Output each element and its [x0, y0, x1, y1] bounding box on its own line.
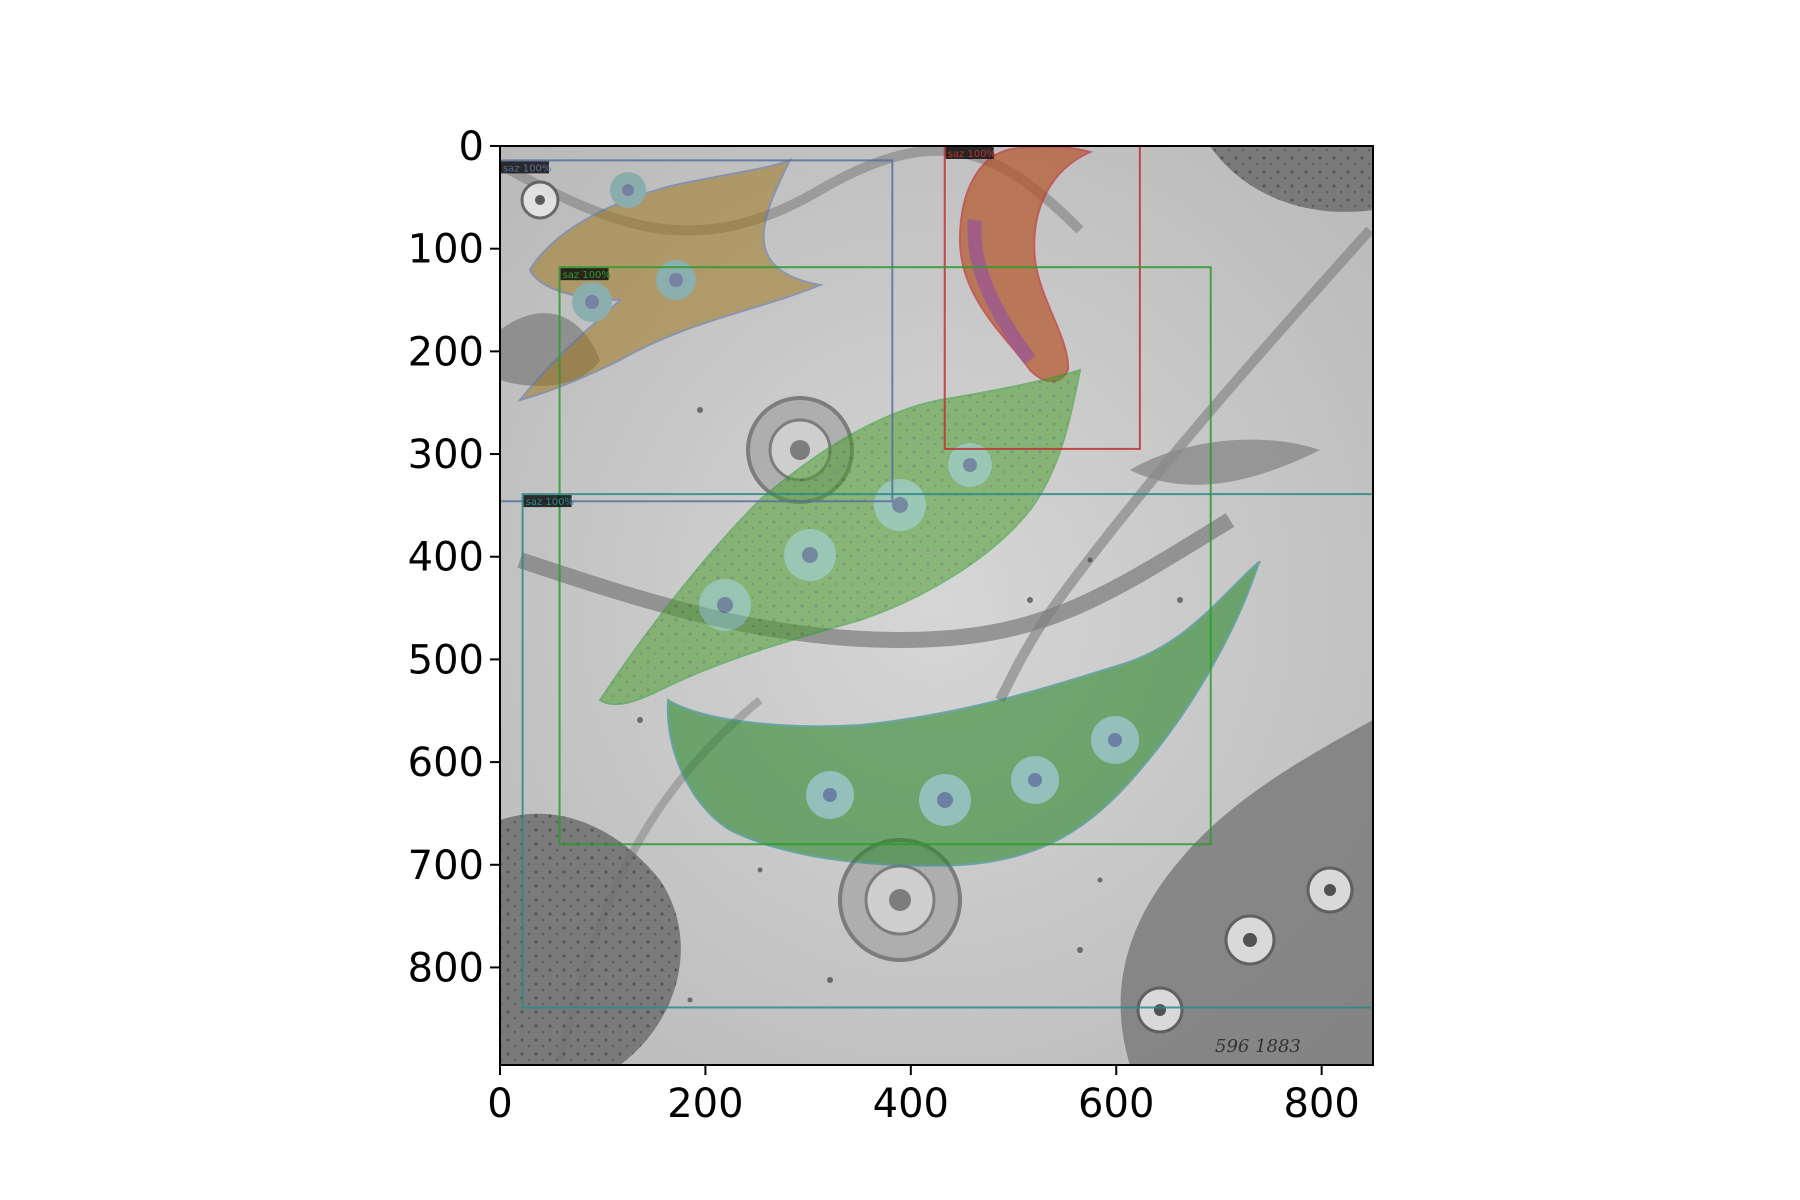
y-tick-label: 500 — [408, 637, 484, 683]
rosette-motif — [838, 838, 962, 962]
x-tick-label: 800 — [1283, 1081, 1359, 1127]
y-tick-label: 200 — [408, 329, 484, 375]
detection-label: saz 100% — [563, 270, 611, 281]
x-tick-label: 200 — [667, 1081, 743, 1127]
y-tick-label: 600 — [408, 740, 484, 786]
mask-crescent — [958, 146, 1093, 383]
mask-leaf-1 — [517, 158, 824, 402]
x-tick-label: 400 — [873, 1081, 949, 1127]
y-axis: 0 100 200 300 400 500 600 700 800 — [408, 124, 500, 991]
stem-motif — [517, 513, 1235, 649]
detections-layer: saz 100% saz 100% saz 100% saz 100% — [500, 146, 1373, 1009]
plot-frame — [499, 145, 1374, 1066]
leaf-cluster-motif — [500, 813, 681, 1065]
y-tick-label: 700 — [408, 843, 484, 889]
stem-motif — [995, 226, 1373, 703]
small-flower-motif — [1136, 866, 1354, 1034]
specks-motif — [637, 407, 1183, 1003]
tile-photo: 596 1883 — [500, 146, 1373, 1065]
detection-label-bg — [523, 495, 572, 508]
small-flower-motif — [520, 180, 560, 220]
detection-box — [943, 146, 1141, 450]
detection-label-bg — [945, 147, 994, 159]
detection-label: saz 100% — [526, 497, 574, 508]
detection-label-bg — [501, 161, 549, 174]
x-tick-label: 0 — [487, 1081, 512, 1127]
mask-leaf-center — [598, 368, 1082, 706]
mask-leaf-lower — [666, 560, 1261, 867]
y-tick-label: 300 — [408, 432, 484, 478]
y-tick-label: 800 — [408, 945, 484, 991]
detection-box — [558, 266, 1212, 846]
y-tick-label: 400 — [408, 535, 484, 581]
detection-label-bg — [560, 268, 609, 281]
detection-box — [521, 493, 1373, 1009]
detection-box — [500, 159, 894, 503]
detection-label: saz 100% — [503, 163, 551, 174]
x-tick-label: 600 — [1078, 1081, 1154, 1127]
x-axis: 0 200 400 600 800 — [487, 1065, 1360, 1127]
tile-signature: 596 1883 — [1215, 1036, 1301, 1057]
leaf-cluster-motif — [1210, 146, 1373, 212]
detection-label: saz 100% — [948, 149, 996, 160]
y-tick-label: 100 — [408, 227, 484, 273]
y-tick-label: 0 — [459, 124, 484, 170]
leaf-cluster-motif — [1120, 720, 1373, 1065]
leaf-cluster-motif — [1130, 439, 1320, 485]
